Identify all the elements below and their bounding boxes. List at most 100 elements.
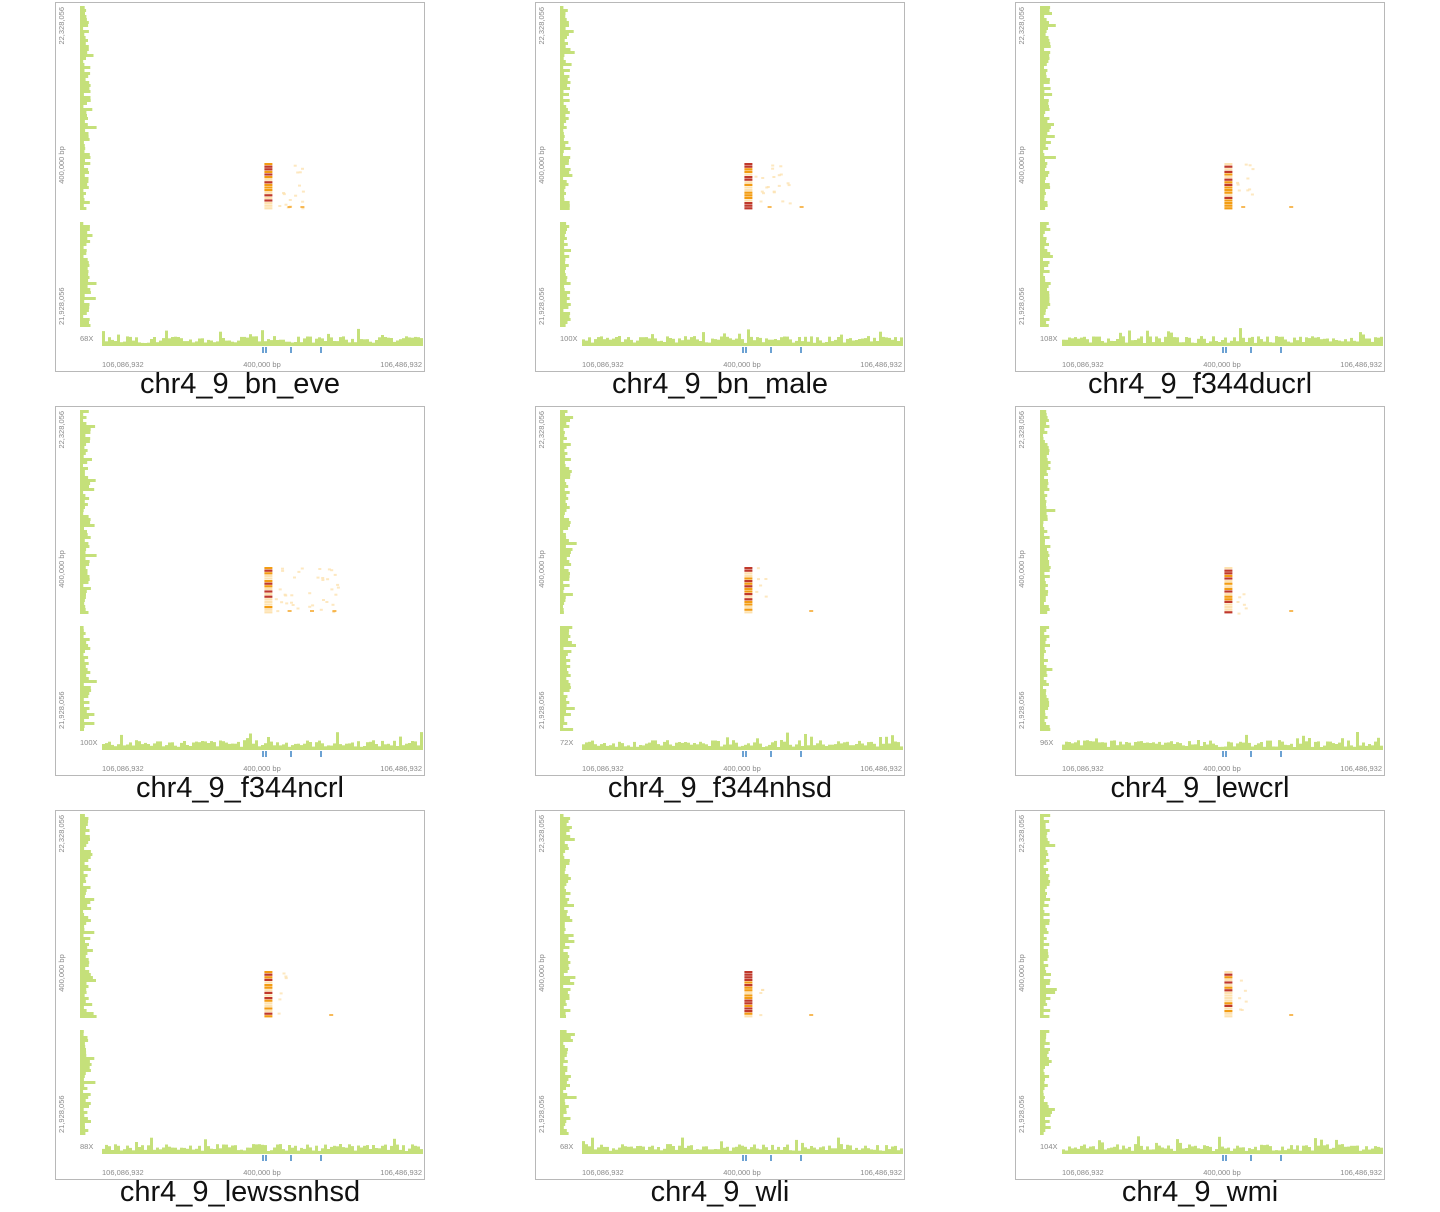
coverage-bar — [624, 339, 627, 346]
coverage-bar — [1281, 741, 1284, 750]
coverage-bar — [1068, 1146, 1071, 1154]
heat-cell — [744, 986, 753, 989]
coverage-bar — [168, 742, 171, 750]
bottom-coverage-track — [1062, 328, 1383, 346]
heat-cell-faint — [298, 171, 302, 174]
coverage-bar — [174, 336, 177, 346]
coverage-bar — [80, 240, 91, 243]
coverage-bar — [1040, 524, 1044, 527]
coverage-bar — [1040, 249, 1048, 252]
coverage-bar — [1152, 742, 1155, 750]
coverage-bar — [80, 928, 85, 931]
coverage-bar — [1040, 261, 1050, 264]
coverage-bar — [560, 877, 571, 880]
coverage-bar — [1359, 332, 1362, 346]
coverage-bar — [1040, 1054, 1048, 1057]
coverage-bar — [141, 342, 144, 346]
coverage-bar — [1040, 716, 1048, 719]
coverage-bar — [560, 985, 564, 988]
coverage-bar — [80, 946, 88, 949]
coverage-bar — [114, 341, 117, 346]
coverage-bar — [80, 725, 85, 728]
heat-cell — [744, 984, 753, 987]
coverage-bar — [1040, 425, 1050, 428]
coverage-bar — [1272, 1150, 1275, 1154]
coverage-bar — [252, 1144, 255, 1154]
coverage-bar — [663, 1148, 666, 1154]
coverage-bar — [153, 1149, 156, 1154]
heat-cell-faint — [1237, 189, 1241, 192]
coverage-bar — [1332, 743, 1335, 750]
coverage-bar — [273, 336, 276, 346]
heatmap-svg: 106,086,932 400,000 bp 106,486,93222,328,0… — [537, 6, 903, 369]
coverage-bar — [1040, 318, 1050, 321]
coverage-bar — [1040, 590, 1049, 593]
x-axis-left-label: 106,086,932 — [102, 1168, 144, 1177]
coverage-bar — [717, 1149, 720, 1154]
coverage-bar — [186, 1148, 189, 1154]
coverage-bar — [633, 741, 636, 750]
coverage-bar — [1040, 865, 1044, 868]
heat-cell-faint — [336, 586, 340, 589]
coverage-bar — [1040, 988, 1057, 991]
heat-cell — [264, 582, 273, 585]
coverage-bar — [1040, 315, 1044, 318]
heat-cell — [1224, 569, 1233, 572]
coverage-bar — [1254, 744, 1257, 750]
heat-cell — [744, 176, 753, 179]
coverage-bar — [342, 1147, 345, 1154]
coverage-bar — [560, 1066, 568, 1069]
coverage-bar — [1278, 1150, 1281, 1154]
coverage-bar — [560, 605, 563, 608]
x-axis-left-label: 106,086,932 — [102, 360, 144, 369]
coverage-bar — [378, 337, 381, 346]
coverage-bar — [80, 949, 93, 952]
coverage-bar — [723, 1147, 726, 1154]
left-coverage-track — [80, 814, 97, 1135]
coverage-bar — [1040, 1039, 1046, 1042]
coverage-bar — [560, 297, 570, 300]
coverage-bar — [80, 458, 92, 461]
coverage-bar — [105, 341, 108, 346]
coverage-bar — [80, 961, 90, 964]
coverage-bar — [80, 1084, 85, 1087]
heat-cell — [744, 178, 753, 181]
coverage-bar — [885, 736, 888, 750]
coverage-bar — [660, 745, 663, 750]
coverage-bar — [80, 201, 90, 204]
coverage-bar — [195, 1148, 198, 1154]
coverage-bar — [270, 340, 273, 346]
coverage-bar — [1040, 710, 1046, 713]
coverage-bar — [870, 1149, 873, 1154]
coverage-bar — [1290, 342, 1293, 346]
coverage-bar — [1215, 745, 1218, 750]
bottom-coverage-track — [582, 329, 903, 346]
coverage-bar — [560, 132, 564, 135]
coverage-bar — [1287, 745, 1290, 750]
coverage-bar — [80, 994, 85, 997]
coverage-bar — [1040, 503, 1046, 506]
coverage-bar — [225, 1144, 228, 1154]
coverage-bar — [1040, 39, 1050, 42]
coverage-bar — [189, 339, 192, 346]
coverage-bar — [1356, 341, 1359, 346]
coverage-bar — [699, 741, 702, 750]
coverage-bar — [828, 336, 831, 346]
heat-cell-faint — [310, 610, 314, 612]
coverage-bar — [321, 1148, 324, 1154]
heat-cell — [264, 191, 273, 194]
heat-cell-faint — [1250, 193, 1254, 196]
coverage-bar — [560, 159, 569, 162]
coverage-bar — [1101, 1142, 1104, 1154]
coverage-bar — [297, 1150, 300, 1154]
coverage-bar — [735, 338, 738, 346]
coverage-bar — [165, 330, 168, 346]
coverage-bar — [80, 1012, 94, 1015]
heatmap-panel: 106,086,932 400,000 bp 106,486,932 22,328,0… — [1015, 2, 1385, 400]
coverage-bar — [357, 741, 360, 750]
coverage-bar — [246, 337, 249, 346]
coverage-bar — [582, 1141, 585, 1154]
coverage-bar — [1137, 1136, 1140, 1154]
coverage-bar — [1040, 925, 1046, 928]
coverage-bar — [560, 626, 573, 629]
